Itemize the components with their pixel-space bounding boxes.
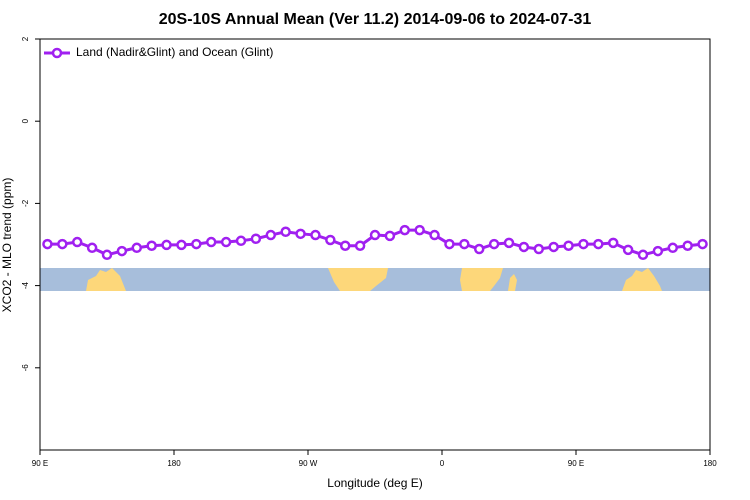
y-tick-label: 2	[21, 36, 30, 41]
data-point	[220, 236, 232, 248]
land	[86, 268, 126, 291]
y-tick-label: -2	[21, 199, 30, 207]
y-tick-label: -4	[21, 281, 30, 289]
land	[508, 274, 517, 291]
data-point	[265, 229, 277, 241]
x-tick-label: 180	[167, 459, 181, 468]
data-point	[682, 240, 693, 251]
data-point	[563, 240, 574, 251]
data-point	[429, 229, 440, 241]
data-point	[339, 240, 351, 251]
chart-title: 20S-10S Annual Mean (Ver 11.2) 2014-09-0…	[159, 11, 592, 28]
x-tick-label: 90 E	[568, 459, 584, 468]
x-tick-label: 0	[440, 459, 445, 468]
legend: Land (Nadir&Glint) and Ocean (Glint)	[44, 45, 273, 59]
data-point	[131, 242, 143, 254]
x-axis-label: Longitude (deg E)	[327, 476, 422, 490]
data-point	[235, 235, 247, 247]
data-point	[578, 238, 589, 250]
data-point	[503, 237, 515, 249]
data-point	[310, 229, 321, 241]
data-point	[354, 240, 366, 251]
data-point	[191, 238, 202, 250]
data-point	[101, 249, 113, 261]
data-point	[652, 245, 664, 257]
data-point	[86, 242, 98, 254]
data-point	[459, 238, 470, 250]
data-point	[399, 224, 411, 236]
data-point	[518, 241, 530, 253]
data-point	[116, 245, 128, 257]
data-point	[533, 243, 545, 255]
data-point	[622, 244, 634, 256]
data-point	[637, 249, 649, 261]
data-point	[295, 228, 306, 240]
data-point	[607, 237, 619, 249]
y-tick-label: -6	[21, 364, 30, 372]
data-point	[146, 240, 157, 251]
data-point	[414, 224, 425, 236]
data-point	[280, 226, 291, 238]
data-point	[444, 238, 455, 250]
data-point	[488, 238, 500, 250]
data-point	[369, 229, 381, 241]
legend-marker	[51, 47, 63, 59]
map-strip	[40, 268, 710, 291]
data-point	[473, 243, 485, 255]
y-tick-label: 0	[21, 118, 30, 123]
data-point	[325, 234, 336, 246]
plot-frame	[39, 38, 711, 451]
land	[328, 268, 388, 291]
legend-label: Land (Nadir&Glint) and Ocean (Glint)	[76, 45, 273, 59]
data-point	[205, 236, 217, 248]
data-point	[250, 233, 262, 244]
data-point	[57, 238, 68, 250]
y-axis-label: XCO2 - MLO trend (ppm)	[0, 178, 14, 313]
data-point	[42, 238, 53, 250]
data-point	[593, 238, 604, 250]
data-point	[667, 242, 679, 254]
land	[622, 268, 662, 291]
data-point	[71, 236, 83, 248]
x-tick-label: 180	[703, 459, 717, 468]
land	[460, 268, 503, 291]
x-tick-label: 90 W	[299, 459, 318, 468]
data-point	[384, 230, 396, 242]
x-tick-label: 90 E	[32, 459, 48, 468]
data-point	[176, 239, 187, 251]
data-point	[161, 239, 172, 251]
data-point	[697, 238, 708, 250]
data-point	[548, 241, 559, 253]
